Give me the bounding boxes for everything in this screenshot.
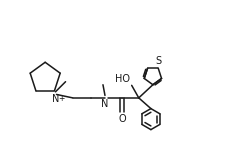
Text: N: N xyxy=(52,94,59,104)
Text: +: + xyxy=(58,94,64,103)
Text: N: N xyxy=(101,99,109,109)
Text: HO: HO xyxy=(115,74,130,84)
Text: S: S xyxy=(155,56,161,66)
Text: O: O xyxy=(118,114,126,124)
